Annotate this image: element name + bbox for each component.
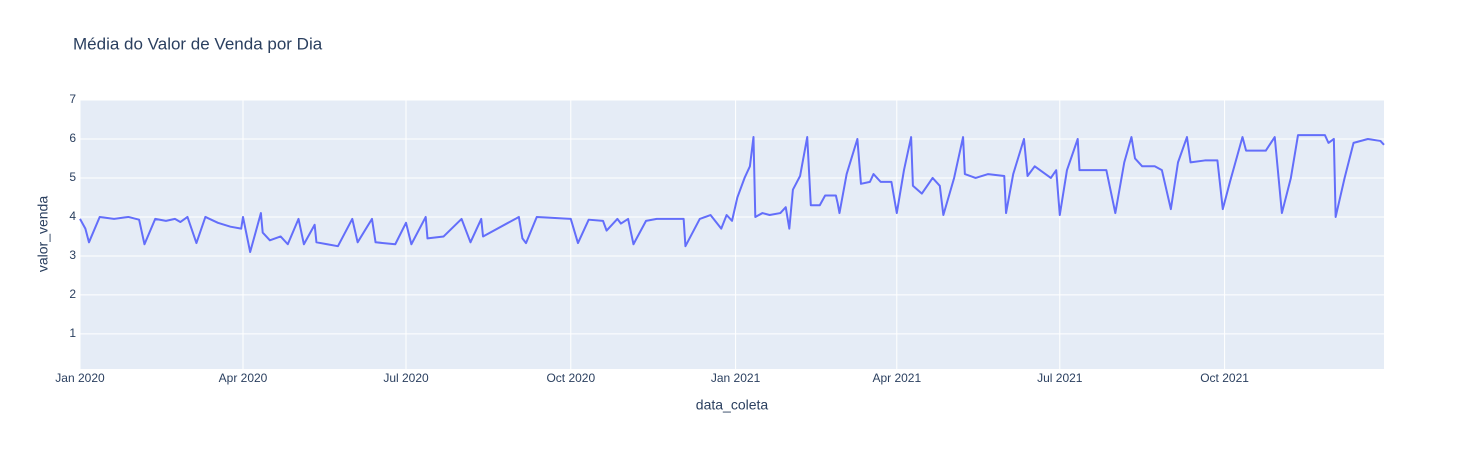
y-tick-label: 5: [69, 170, 76, 184]
chart-title: Média do Valor de Venda por Dia: [73, 34, 323, 53]
y-tick-label: 1: [69, 326, 76, 340]
x-axis-label: data_coleta: [696, 397, 769, 413]
y-tick-label: 7: [69, 92, 76, 106]
x-tick-label: Jul 2021: [1037, 371, 1083, 385]
x-tick-label: Oct 2021: [1200, 371, 1249, 385]
y-tick-label: 2: [69, 287, 76, 301]
y-tick-label: 6: [69, 131, 76, 145]
x-tick-label: Apr 2020: [219, 371, 268, 385]
x-tick-label: Jan 2021: [711, 371, 761, 385]
y-axis-label: valor_venda: [35, 196, 51, 272]
data-line: [79, 134, 1385, 254]
x-tick-label: Apr 2021: [872, 371, 921, 385]
x-tick-label: Jul 2020: [383, 371, 429, 385]
x-tick-label: Oct 2020: [546, 371, 595, 385]
y-tick-label: 4: [69, 209, 76, 223]
plot-area: [80, 100, 1384, 369]
y-tick-label: 3: [69, 248, 76, 262]
x-tick-label: Jan 2020: [55, 371, 105, 385]
